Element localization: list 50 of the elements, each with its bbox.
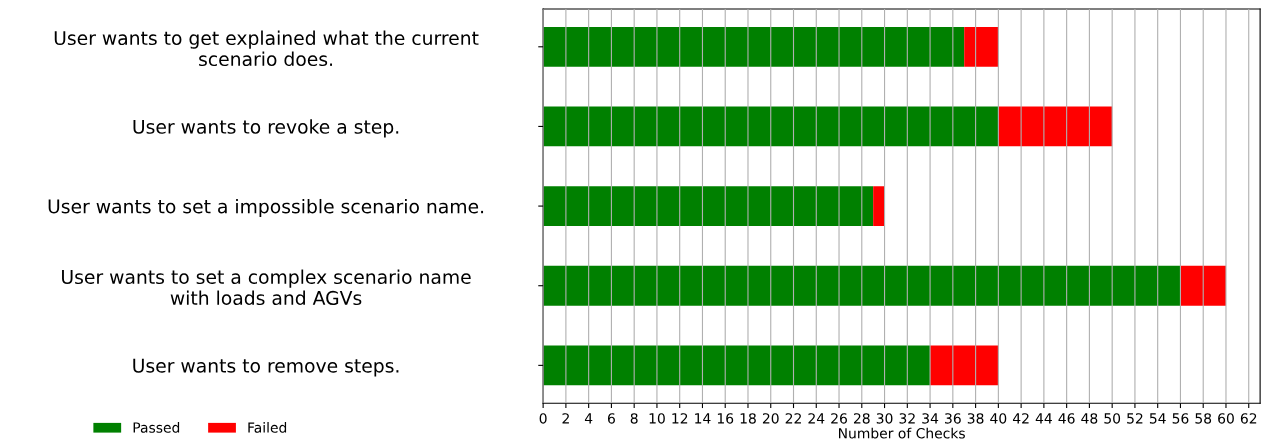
x-tick-label: 40 bbox=[990, 413, 1007, 424]
bar bbox=[1180, 265, 1226, 306]
x-tick-label: 26 bbox=[831, 413, 847, 424]
bar bbox=[964, 26, 999, 67]
x-tick-label: 56 bbox=[1172, 413, 1189, 424]
bar bbox=[543, 265, 1181, 306]
y-tick-label: User wants to get explained what the current scenario does. bbox=[54, 30, 479, 67]
x-tick-label: 18 bbox=[740, 413, 756, 424]
x-tick-label: 6 bbox=[607, 413, 615, 424]
x-tick-label: 44 bbox=[1035, 413, 1052, 424]
x-tick-label: 32 bbox=[899, 413, 915, 424]
x-tick-label: 52 bbox=[1127, 413, 1143, 424]
bar bbox=[543, 186, 874, 226]
x-tick-label: 14 bbox=[695, 413, 711, 424]
x-tick-label: 50 bbox=[1104, 413, 1121, 424]
x-tick-label: 54 bbox=[1149, 413, 1166, 424]
bar bbox=[930, 345, 999, 386]
x-tick-label: 20 bbox=[762, 413, 779, 424]
x-tick-label: 36 bbox=[945, 413, 961, 424]
y-tick-label: User wants to set a impossible scenario name. bbox=[48, 198, 484, 218]
legend-label: Passed bbox=[133, 422, 180, 433]
x-tick-label: 2 bbox=[562, 413, 569, 424]
x-tick-label: 48 bbox=[1081, 413, 1098, 424]
y-tick-label: User wants to remove steps. bbox=[133, 358, 399, 377]
y-tick-label: User wants to revoke a step. bbox=[133, 119, 399, 138]
x-tick-label: 8 bbox=[630, 413, 638, 424]
x-tick-label: 60 bbox=[1218, 413, 1234, 424]
x-tick-label: 34 bbox=[922, 413, 939, 424]
bar bbox=[873, 186, 885, 226]
bar bbox=[543, 106, 999, 147]
x-tick-label: 38 bbox=[967, 413, 984, 424]
x-tick-label: 10 bbox=[649, 413, 665, 424]
x-tick-label: 46 bbox=[1058, 413, 1075, 424]
x-tick-label: 28 bbox=[853, 413, 870, 424]
x-tick-label: 12 bbox=[672, 413, 688, 424]
bar bbox=[998, 106, 1113, 147]
x-tick-label: 30 bbox=[876, 413, 893, 424]
bar bbox=[543, 26, 965, 67]
x-tick-label: 4 bbox=[584, 413, 593, 424]
x-axis-title: Number of Checks bbox=[839, 427, 965, 439]
legend-label: Failed bbox=[248, 422, 287, 433]
x-tick-label: 0 bbox=[539, 413, 547, 424]
x-tick-label: 58 bbox=[1195, 413, 1212, 424]
x-tick-label: 22 bbox=[785, 413, 801, 424]
x-tick-label: 42 bbox=[1012, 413, 1029, 424]
x-tick-label: 16 bbox=[717, 413, 734, 424]
y-tick-label: User wants to set a complex scenario name with loads and AGVs bbox=[62, 269, 471, 306]
x-tick-label: 62 bbox=[1240, 413, 1257, 424]
x-tick-label: 24 bbox=[808, 413, 825, 424]
bar bbox=[543, 345, 931, 386]
